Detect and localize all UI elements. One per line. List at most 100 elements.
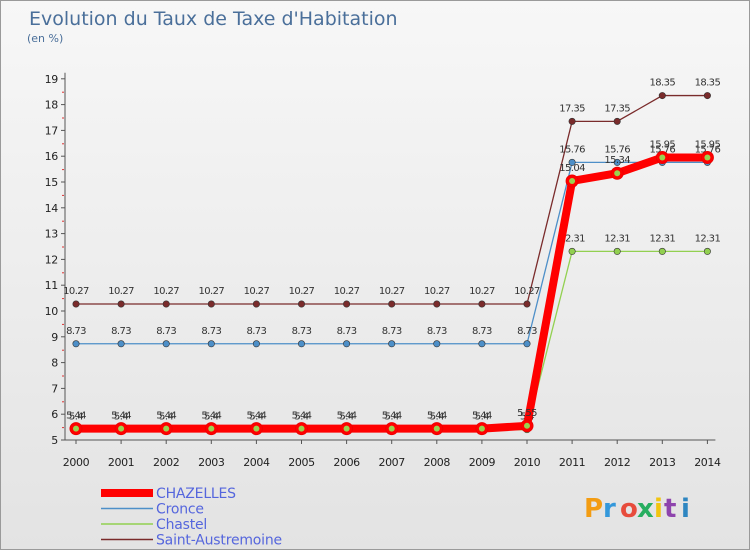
data-label: 8.73 <box>201 326 221 337</box>
data-label: 10.27 <box>198 286 224 297</box>
data-label: 5.4 <box>430 412 444 423</box>
data-point-inner <box>659 154 666 161</box>
x-tick-label: 2001 <box>108 456 134 469</box>
data-label: 8.73 <box>246 326 266 337</box>
data-label: 15.95 <box>695 139 721 150</box>
logo-letter: P <box>584 494 604 524</box>
data-point <box>207 340 215 348</box>
x-tick-label: 2012 <box>604 456 630 469</box>
data-label: 15.76 <box>649 144 675 155</box>
data-label: 8.73 <box>517 326 537 337</box>
data-label: 17.35 <box>604 103 630 114</box>
data-point <box>478 340 486 348</box>
series-line-cronce <box>76 161 708 345</box>
logo-letter: o <box>620 494 639 524</box>
data-point <box>478 300 486 308</box>
x-tick-label: 2014 <box>694 456 721 469</box>
data-label: 10.27 <box>379 286 405 297</box>
y-minor-tick <box>62 401 64 403</box>
y-minor-tick <box>62 91 64 93</box>
y-minor-tick <box>62 375 64 377</box>
data-label: 5.4 <box>340 412 354 423</box>
data-point <box>433 300 441 308</box>
data-point <box>343 300 351 308</box>
data-label: 10.27 <box>514 286 540 297</box>
data-label: 17.35 <box>559 103 585 114</box>
data-label: 5.4 <box>249 412 263 423</box>
data-label: 5.44 <box>472 411 492 422</box>
data-point-inner <box>253 425 260 432</box>
data-label: 5.55 <box>517 408 537 419</box>
data-label: 18.35 <box>649 78 675 89</box>
x-tick-label: 2011 <box>559 456 585 469</box>
legend-label: Cronce <box>156 502 204 518</box>
y-tick-label: 9 <box>51 331 58 344</box>
data-point <box>523 340 531 348</box>
logo-letter: t <box>664 494 677 524</box>
x-tick-label: 2003 <box>198 456 225 469</box>
data-label: 5.4 <box>69 412 83 423</box>
y-minor-tick <box>62 349 64 351</box>
data-point <box>297 300 305 308</box>
data-label: 5.44 <box>382 411 402 422</box>
y-tick-label: 5 <box>51 434 58 447</box>
data-label: 10.27 <box>63 286 89 297</box>
y-tick-label: 11 <box>45 279 58 292</box>
data-point <box>568 117 576 125</box>
x-tick-label: 2009 <box>469 456 496 469</box>
data-point <box>162 340 170 348</box>
data-label: 18.35 <box>695 78 721 89</box>
data-label: 15.76 <box>559 144 585 155</box>
data-point <box>613 158 621 166</box>
data-label: 8.73 <box>111 326 131 337</box>
data-label: 5.44 <box>246 411 266 422</box>
y-minor-tick <box>62 272 64 274</box>
data-label: 8.73 <box>337 326 357 337</box>
data-point-inner <box>73 425 79 432</box>
unit-label: (en %) <box>27 32 63 45</box>
data-label: 8.73 <box>472 326 492 337</box>
data-point-inner <box>118 425 125 432</box>
data-point <box>703 92 711 100</box>
data-label: 12.31 <box>604 233 630 244</box>
y-tick-label: 17 <box>45 124 59 137</box>
logo-letter: r <box>603 494 617 524</box>
x-tick-label: 2007 <box>378 456 405 469</box>
data-point <box>388 340 396 348</box>
data-label: 15.95 <box>649 139 675 150</box>
data-label: 5.44 <box>427 411 447 422</box>
data-point-inner <box>208 425 215 432</box>
y-minor-tick <box>62 298 64 300</box>
y-minor-tick <box>62 323 64 325</box>
data-point-inner <box>433 425 440 432</box>
y-tick-label: 14 <box>45 202 59 215</box>
data-label: 10.27 <box>334 286 360 297</box>
data-point-inner <box>478 425 485 432</box>
data-point-inner <box>388 425 395 432</box>
y-minor-tick <box>62 143 64 145</box>
y-tick-label: 13 <box>45 228 59 241</box>
data-point <box>658 92 666 100</box>
data-label: 8.73 <box>156 326 176 337</box>
legend-label: Saint-Austremoine <box>156 533 282 549</box>
data-point <box>343 340 351 348</box>
data-label: 8.73 <box>66 326 86 337</box>
data-point <box>703 247 711 255</box>
data-point-inner <box>614 170 621 177</box>
data-label: 5.44 <box>337 411 357 422</box>
y-tick-label: 16 <box>45 150 59 163</box>
data-point <box>207 300 215 308</box>
data-label: 12.31 <box>695 233 721 244</box>
data-label: 10.27 <box>289 286 315 297</box>
x-tick-label: 2008 <box>424 456 451 469</box>
data-point-inner <box>569 177 576 184</box>
x-tick-label: 2010 <box>514 456 541 469</box>
x-tick-label: 2005 <box>288 456 315 469</box>
y-tick-label: 12 <box>45 253 58 266</box>
data-point <box>162 300 170 308</box>
y-minor-tick <box>62 220 64 222</box>
data-label: 8.73 <box>427 326 447 337</box>
x-tick-label: 2002 <box>153 456 179 469</box>
